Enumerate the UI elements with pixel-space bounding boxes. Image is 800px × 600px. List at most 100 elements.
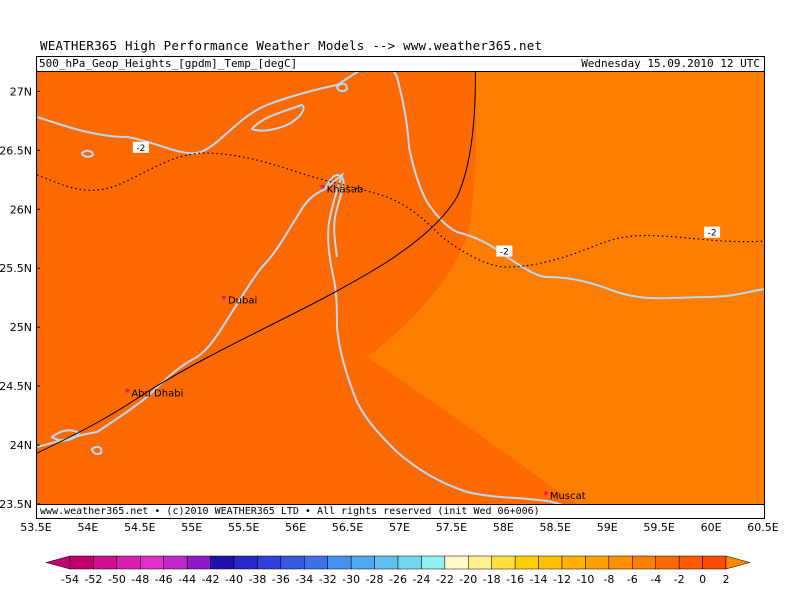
colorbar-label: -44 — [178, 573, 196, 586]
city-label: Muscat — [550, 491, 586, 502]
colorbar-segment — [397, 555, 422, 570]
colorbar-segment — [655, 555, 680, 570]
lon-label: 60.5E — [747, 521, 778, 534]
colorbar-segment — [421, 555, 446, 570]
lon-label: 60E — [701, 521, 722, 534]
colorbar-segment — [327, 555, 352, 570]
colorbar-segment — [632, 555, 656, 570]
colorbar-segment — [210, 555, 235, 570]
colorbar-label: -28 — [366, 573, 384, 586]
colorbar-label: -10 — [576, 573, 594, 586]
colorbar-segment — [93, 555, 118, 570]
colorbar-label: -42 — [202, 573, 220, 586]
colorbar-segment — [468, 555, 492, 570]
colorbar-label: 0 — [699, 573, 706, 586]
lon-label: 58E — [493, 521, 514, 534]
copyright-text: www.weather365.net • (c)2010 WEATHER365 … — [40, 506, 540, 517]
city-marker[interactable] — [221, 295, 226, 300]
colorbar-label: -30 — [342, 573, 360, 586]
colorbar-segment — [280, 555, 305, 570]
colorbar-label: -54 — [61, 573, 79, 586]
city-label: Dubai — [228, 296, 257, 307]
warm-temp-region — [37, 57, 475, 457]
colorbar-label: -24 — [412, 573, 430, 586]
colorbar-arrow-left — [45, 555, 71, 570]
colorbar-segment — [585, 555, 610, 570]
colorbar-segment — [304, 555, 328, 570]
colorbar-segment — [140, 555, 164, 570]
colorbar-label: -52 — [84, 573, 102, 586]
colorbar-label: -4 — [650, 573, 661, 586]
svg-text:-2: -2 — [500, 248, 509, 258]
colorbar-label: -16 — [506, 573, 524, 586]
city-marker[interactable] — [320, 184, 325, 189]
lon-label: 53.5E — [20, 521, 51, 534]
lat-label: 25N — [10, 321, 32, 334]
geopotential-contour — [37, 57, 476, 454]
colorbar-segment — [374, 555, 399, 570]
svg-text:-2: -2 — [708, 229, 717, 239]
colorbar-segment — [561, 555, 586, 570]
colorbar-segment — [69, 555, 94, 570]
weather-map[interactable]: Khasab Dubai Abu Dhabi Muscat -2 -2 -2 500_hP… — [36, 56, 765, 519]
city-marker[interactable] — [543, 491, 548, 496]
map-canvas[interactable]: Khasab Dubai Abu Dhabi Muscat -2 -2 -2 — [37, 57, 764, 518]
colorbar-label: -46 — [155, 573, 173, 586]
ne-temp-region — [367, 57, 764, 518]
abu-dhabi-islands — [50, 429, 103, 455]
colorbar-segment — [186, 555, 211, 570]
city-marker[interactable] — [125, 388, 130, 393]
footer-bar: www.weather365.net • (c)2010 WEATHER365 … — [37, 504, 764, 518]
lat-label: 26N — [10, 203, 32, 216]
lon-label: 57.5E — [436, 521, 467, 534]
lon-label: 55E — [181, 521, 202, 534]
page-title: WEATHER365 High Performance Weather Mode… — [40, 38, 543, 53]
colorbar-label: -20 — [459, 573, 477, 586]
lon-label: 54E — [77, 521, 98, 534]
colorbar-label: -12 — [553, 573, 571, 586]
island-small-2 — [335, 82, 349, 93]
colorbar-label: -6 — [627, 573, 638, 586]
colorbar-segment — [350, 555, 375, 570]
colorbar-segment — [538, 555, 563, 570]
colorbar-segment — [608, 555, 633, 570]
colorbar-segment — [233, 555, 258, 570]
colorbar-segment — [163, 555, 188, 570]
colorbar-segment — [116, 555, 141, 570]
lon-label: 58.5E — [540, 521, 571, 534]
island-qeshm — [250, 103, 305, 132]
colorbar-label: -48 — [131, 573, 149, 586]
colorbar-segment — [257, 555, 282, 570]
colorbar-label: -26 — [389, 573, 407, 586]
lat-label: 24N — [10, 439, 32, 452]
contour-value-label: -2 — [496, 245, 513, 258]
date-label: Wednesday 15.09.2010 12 UTC — [581, 57, 760, 70]
lon-label: 56.5E — [332, 521, 363, 534]
lat-label: 27N — [10, 85, 32, 98]
colorbar-label: 2 — [723, 573, 730, 586]
colorbar-arrow-right — [725, 555, 751, 570]
lat-label: 24.5N — [0, 380, 32, 393]
lon-label: 57E — [389, 521, 410, 534]
colorbar-label: -40 — [225, 573, 243, 586]
lon-label: 59E — [597, 521, 618, 534]
colorbar-label: -38 — [248, 573, 266, 586]
musandam-peninsula — [324, 173, 345, 258]
colorbar-label: -32 — [319, 573, 337, 586]
colorbar-label: -34 — [295, 573, 313, 586]
colorbar-segment — [514, 555, 539, 570]
lon-label: 59.5E — [643, 521, 674, 534]
colorbar-segment — [702, 555, 727, 570]
lat-label: 26.5N — [0, 144, 32, 157]
colorbar-label: -14 — [530, 573, 548, 586]
contour-value-label: -2 — [704, 226, 721, 239]
colorbar-label: -50 — [108, 573, 126, 586]
lon-label: 54.5E — [124, 521, 155, 534]
colorbar-segment — [491, 555, 516, 570]
colorbar-label: -22 — [436, 573, 454, 586]
island-small-1 — [80, 149, 95, 158]
product-label: 500_hPa_Geop_Heights_[gpdm]_Temp_[degC] — [39, 57, 298, 70]
lat-label: 23.5N — [0, 498, 32, 511]
iran-coastline — [37, 63, 764, 300]
info-bar: 500_hPa_Geop_Heights_[gpdm]_Temp_[degC] … — [37, 57, 764, 72]
